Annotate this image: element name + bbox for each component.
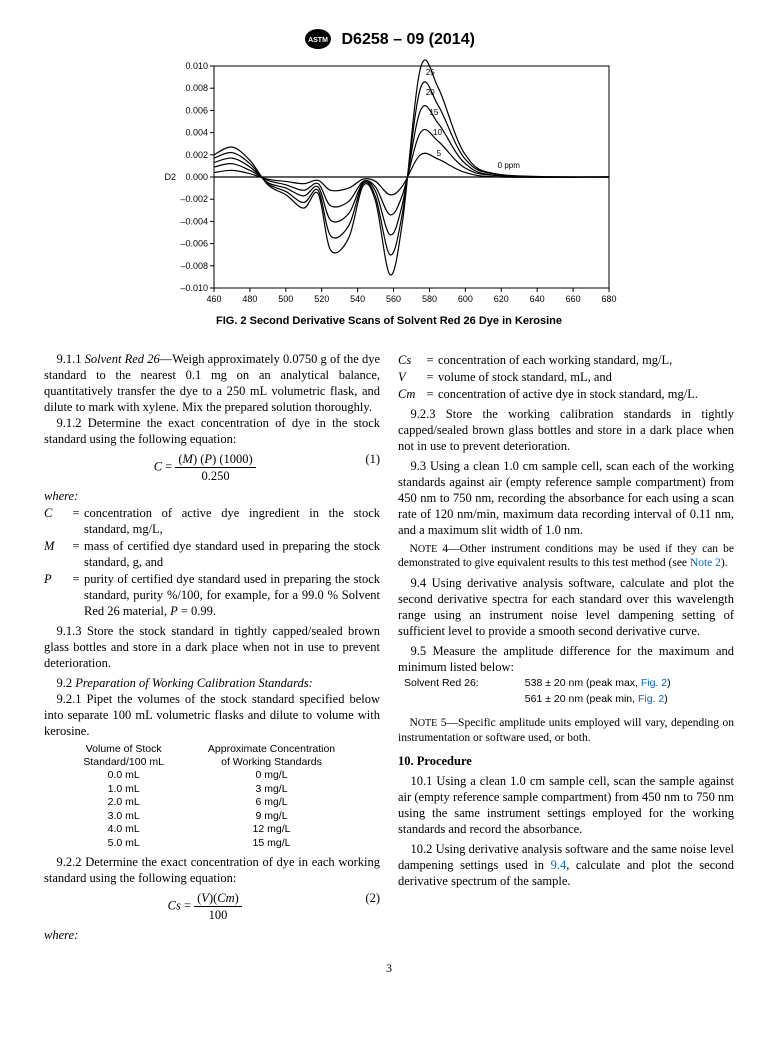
svg-text:480: 480: [242, 294, 257, 304]
where-C: C= concentration of active dye ingredien…: [44, 505, 380, 537]
svg-text:–0.010: –0.010: [180, 283, 208, 293]
table-row: 4.0 mL12 mg/L: [64, 823, 360, 836]
table-row: 3.0 mL9 mg/L: [64, 810, 360, 823]
svg-text:5: 5: [437, 149, 442, 158]
note-5: NOTE 5—Specific amplitude units employed…: [398, 716, 734, 746]
svg-text:10: 10: [433, 128, 442, 137]
peak-table: Solvent Red 26: 538 ± 20 nm (peak max, F…: [398, 675, 734, 708]
svg-text:660: 660: [566, 294, 581, 304]
chart-svg: –0.010 –0.008 –0.006 –0.004 –0.002 0.000 0.002…: [159, 58, 619, 308]
astm-logo-icon: ASTM: [303, 28, 333, 50]
para-9.3: 9.3 Using a clean 1.0 cm sample cell, sc…: [398, 458, 734, 538]
para-9.5: 9.5 Measure the amplitude difference for…: [398, 643, 734, 675]
svg-text:640: 640: [530, 294, 545, 304]
equation-2: Cs = (V)(Cm)100 (2): [44, 890, 380, 923]
svg-text:20: 20: [426, 88, 435, 97]
para-9.2.1: 9.2.1 Pipet the volumes of the stock sta…: [44, 691, 380, 739]
figure-caption: FIG. 2 Second Derivative Scans of Solven…: [159, 314, 619, 328]
svg-text:0.002: 0.002: [185, 150, 208, 160]
svg-text:ASTM: ASTM: [308, 37, 328, 44]
svg-text:–0.004: –0.004: [180, 217, 208, 227]
svg-text:0 ppm: 0 ppm: [498, 162, 521, 171]
equation-1: C = (M) (P) (1000)0.250 (1): [44, 451, 380, 484]
para-10.2: 10.2 Using derivative analysis software …: [398, 841, 734, 889]
svg-text:500: 500: [278, 294, 293, 304]
doc-header: ASTM D6258 – 09 (2014): [44, 28, 734, 50]
svg-text:540: 540: [350, 294, 365, 304]
where-Cm: Cm= concentration of active dye in stock…: [398, 386, 734, 402]
para-9.2: 9.2 Preparation of Working Calibration S…: [44, 675, 380, 691]
link-note-2[interactable]: Note 2: [690, 557, 721, 569]
table-row: 1.0 mL3 mg/L: [64, 783, 360, 796]
left-column: 9.1.1 Solvent Red 26—Weigh approximately…: [44, 351, 380, 944]
doc-number: D6258 – 09 (2014): [342, 31, 475, 48]
where-label-1: where:: [44, 488, 380, 504]
link-fig-2a[interactable]: Fig. 2: [641, 677, 667, 689]
para-9.1.1: 9.1.1 Solvent Red 26—Weigh approximately…: [44, 351, 380, 415]
svg-text:0.008: 0.008: [185, 84, 208, 94]
svg-text:620: 620: [494, 294, 509, 304]
note-4: NOTE 4—Other instrument conditions may b…: [398, 542, 734, 572]
where-Cs: Cs= concentration of each working standa…: [398, 352, 734, 368]
page-number: 3: [44, 961, 734, 976]
table-row: 5.0 mL15 mg/L: [64, 837, 360, 850]
svg-text:520: 520: [314, 294, 329, 304]
volume-table: Volume of StockApproximate Concentration…: [64, 743, 360, 851]
svg-text:0.006: 0.006: [185, 106, 208, 116]
table-row: 2.0 mL6 mg/L: [64, 796, 360, 809]
svg-text:–0.006: –0.006: [180, 239, 208, 249]
svg-text:680: 680: [601, 294, 616, 304]
figure-2: –0.010 –0.008 –0.006 –0.004 –0.002 0.000 0.002…: [159, 58, 619, 328]
svg-text:25: 25: [426, 68, 435, 77]
svg-text:460: 460: [206, 294, 221, 304]
where-V: V= volume of stock standard, mL, and: [398, 369, 734, 385]
para-9.1.3: 9.1.3 Store the stock standard in tightl…: [44, 623, 380, 671]
para-10.1: 10.1 Using a clean 1.0 cm sample cell, s…: [398, 773, 734, 837]
section-10-head: 10. Procedure: [398, 753, 734, 769]
svg-text:600: 600: [458, 294, 473, 304]
table-row: 0.0 mL0 mg/L: [64, 769, 360, 782]
svg-text:0.004: 0.004: [185, 128, 208, 138]
svg-text:580: 580: [422, 294, 437, 304]
where-label-2: where:: [44, 927, 380, 943]
para-9.2.3: 9.2.3 Store the working calibration stan…: [398, 406, 734, 454]
svg-text:0.010: 0.010: [185, 61, 208, 71]
link-fig-2b[interactable]: Fig. 2: [638, 693, 664, 705]
where-M: M= mass of certified dye standard used i…: [44, 538, 380, 570]
right-column: Cs= concentration of each working standa…: [398, 351, 734, 944]
para-9.2.2: 9.2.2 Determine the exact concentration …: [44, 854, 380, 886]
link-9.4[interactable]: 9.4: [551, 858, 567, 872]
where-P: P= purity of certified dye standard used…: [44, 571, 380, 619]
para-9.1.2: 9.1.2 Determine the exact concentration …: [44, 415, 380, 447]
svg-text:15: 15: [429, 108, 438, 117]
para-9.4: 9.4 Using derivative analysis software, …: [398, 575, 734, 639]
svg-text:–0.008: –0.008: [180, 261, 208, 271]
svg-text:–0.002: –0.002: [180, 195, 208, 205]
svg-text:D2: D2: [164, 172, 176, 182]
svg-text:560: 560: [386, 294, 401, 304]
svg-text:0.000: 0.000: [185, 172, 208, 182]
